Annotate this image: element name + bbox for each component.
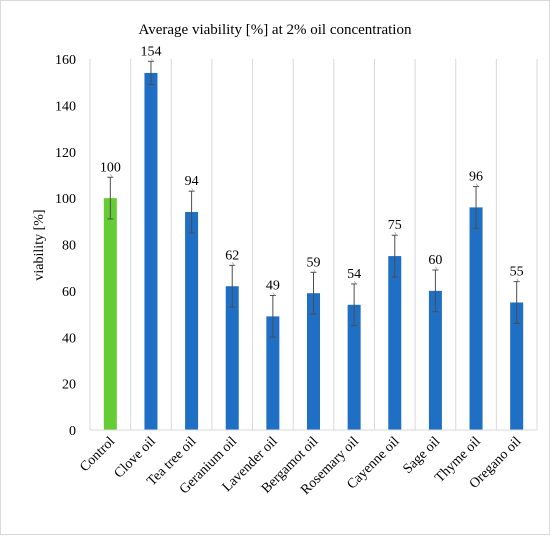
data-label: 54 <box>347 267 361 282</box>
bar <box>510 302 524 430</box>
y-tick-label: 0 <box>69 424 76 439</box>
data-label: 62 <box>225 248 239 263</box>
label-leader-line <box>191 187 194 192</box>
bar <box>103 198 117 430</box>
bar <box>225 286 239 430</box>
label-leader-line <box>435 266 438 271</box>
bar <box>347 304 361 430</box>
data-label: 100 <box>100 160 121 175</box>
bars <box>103 72 524 430</box>
label-leader-line <box>394 232 398 236</box>
bar <box>428 290 442 430</box>
label-leader-line <box>109 174 113 178</box>
y-axis-title: viability [%] <box>32 209 47 280</box>
y-tick-label: 80 <box>62 239 76 254</box>
label-leader-line <box>353 280 357 285</box>
label-leader-line <box>313 269 316 273</box>
label-leader-line <box>272 292 276 296</box>
label-leader-line <box>150 58 154 62</box>
y-tick-label: 40 <box>62 331 76 346</box>
label-leader-line <box>516 278 520 282</box>
y-tick-label: 160 <box>55 53 76 68</box>
data-label: 59 <box>307 255 321 270</box>
data-label: 154 <box>140 44 161 59</box>
data-labels: 100 154 94 62 49 59 54 75 60 96 55 <box>100 44 524 296</box>
bar <box>469 207 483 430</box>
bar <box>307 293 320 430</box>
y-tick-label: 100 <box>55 192 76 207</box>
label-leader-line <box>231 262 235 266</box>
bar <box>266 316 280 430</box>
grid-lines <box>89 59 538 430</box>
y-tick-labels: 0 20 40 60 80 100 120 140 160 <box>55 53 76 439</box>
y-tick-label: 20 <box>62 378 76 393</box>
y-tick-label: 140 <box>55 99 76 114</box>
bar <box>144 72 158 430</box>
y-tick-label: 60 <box>62 285 76 300</box>
data-label: 96 <box>469 170 483 185</box>
data-label: 49 <box>266 279 280 294</box>
chart-title: Average viability [%] at 2% oil concentr… <box>139 22 412 38</box>
data-label: 55 <box>510 265 524 280</box>
bar <box>388 256 402 430</box>
bar <box>185 212 199 430</box>
data-label: 75 <box>388 218 402 233</box>
error-bars <box>107 60 520 338</box>
label-leader-line <box>475 183 479 187</box>
data-label: 94 <box>185 174 199 189</box>
data-label: 60 <box>428 253 442 268</box>
y-tick-label: 120 <box>55 146 76 161</box>
